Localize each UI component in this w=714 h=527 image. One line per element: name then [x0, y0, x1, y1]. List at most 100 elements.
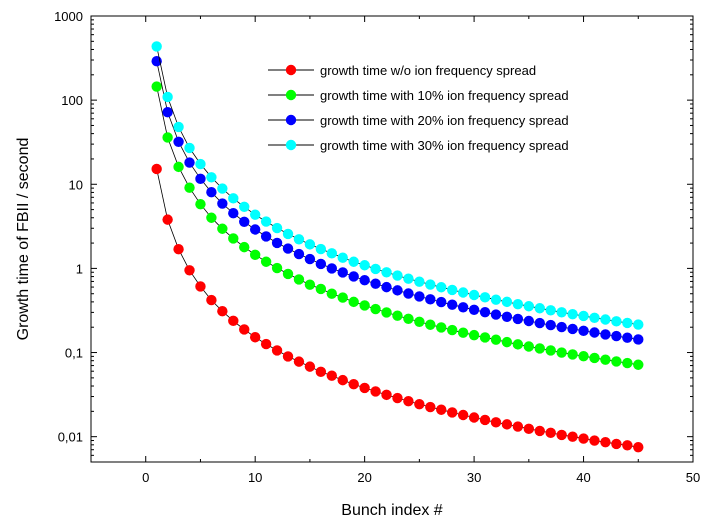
data-point [260, 231, 272, 242]
data-point [403, 313, 414, 324]
y-tick-label: 1000 [54, 9, 83, 24]
data-point [381, 389, 392, 401]
data-point [326, 263, 337, 274]
data-point [622, 332, 633, 343]
data-point [622, 317, 633, 329]
data-point [556, 307, 567, 318]
data-point [545, 345, 556, 356]
series-layer [151, 41, 644, 453]
series-1 [151, 163, 644, 453]
data-point [206, 186, 217, 198]
data-point [381, 307, 392, 318]
data-point [523, 315, 535, 327]
data-point [490, 294, 502, 305]
data-point [206, 212, 217, 223]
data-point [239, 201, 250, 212]
data-point [457, 327, 469, 338]
data-point [479, 306, 491, 318]
data-point [326, 288, 337, 299]
data-point [381, 281, 392, 293]
data-point [479, 414, 491, 426]
legend-marker [285, 139, 297, 151]
legend-item: growth time with 30% ion frequency sprea… [268, 138, 569, 153]
data-point [479, 292, 491, 303]
data-point [523, 301, 535, 312]
data-point [447, 407, 458, 418]
data-point [534, 303, 545, 314]
data-point [315, 243, 327, 255]
data-point [490, 309, 502, 320]
x-tick-label: 40 [576, 470, 590, 485]
x-axis-title: Bunch index # [341, 502, 443, 519]
data-point [315, 258, 327, 270]
data-point [370, 263, 381, 275]
legend-marker [285, 64, 297, 76]
data-point [633, 334, 644, 345]
x-tick-label: 50 [686, 470, 700, 485]
data-point [162, 214, 173, 225]
data-point [556, 321, 567, 333]
data-point [370, 278, 381, 289]
data-point [578, 433, 589, 444]
data-point [589, 435, 600, 446]
data-point [249, 209, 261, 220]
legend-marker [285, 89, 297, 101]
data-point [436, 282, 447, 293]
data-point [457, 287, 469, 298]
data-point [392, 270, 403, 281]
data-point [414, 291, 425, 302]
data-point [370, 386, 381, 397]
data-point [414, 399, 425, 410]
data-point [315, 283, 327, 295]
data-point [611, 438, 622, 450]
data-point [556, 429, 567, 441]
data-point [600, 314, 611, 325]
data-point [622, 440, 633, 451]
series-2 [151, 81, 644, 370]
data-point [545, 305, 556, 316]
x-tick-label: 30 [467, 470, 481, 485]
data-point [501, 336, 513, 348]
data-point [425, 294, 436, 305]
data-point [293, 274, 305, 285]
data-point [633, 441, 644, 453]
data-point [304, 361, 316, 372]
data-point [523, 423, 535, 435]
data-point [173, 121, 184, 133]
data-point [217, 223, 228, 234]
data-point [512, 298, 524, 310]
data-point [447, 284, 458, 296]
y-tick-label: 0,1 [65, 346, 83, 361]
data-point [326, 370, 337, 381]
data-point [184, 142, 195, 154]
data-point [501, 311, 513, 322]
data-point [271, 237, 283, 249]
data-point [337, 374, 348, 386]
data-point [184, 157, 195, 168]
data-point [337, 252, 348, 263]
data-point [337, 292, 348, 303]
legend-item: growth time with 20% ion frequency sprea… [268, 113, 569, 128]
data-point [589, 312, 600, 323]
data-point [239, 241, 250, 253]
data-point [326, 248, 337, 259]
data-point [512, 313, 524, 325]
data-point [425, 279, 436, 290]
data-point [304, 279, 316, 290]
data-point [381, 267, 392, 278]
data-point [228, 315, 239, 327]
data-point [173, 161, 184, 173]
data-point [271, 262, 283, 274]
data-point [249, 224, 261, 235]
data-point [293, 356, 305, 367]
data-point [414, 276, 425, 287]
data-point [425, 319, 436, 330]
data-point [468, 329, 480, 341]
data-point [217, 198, 228, 209]
legend: growth time w/o ion frequency spread grow… [268, 63, 569, 153]
data-point [348, 271, 359, 282]
data-point [457, 302, 469, 313]
data-point [162, 106, 173, 118]
data-point [501, 296, 513, 308]
